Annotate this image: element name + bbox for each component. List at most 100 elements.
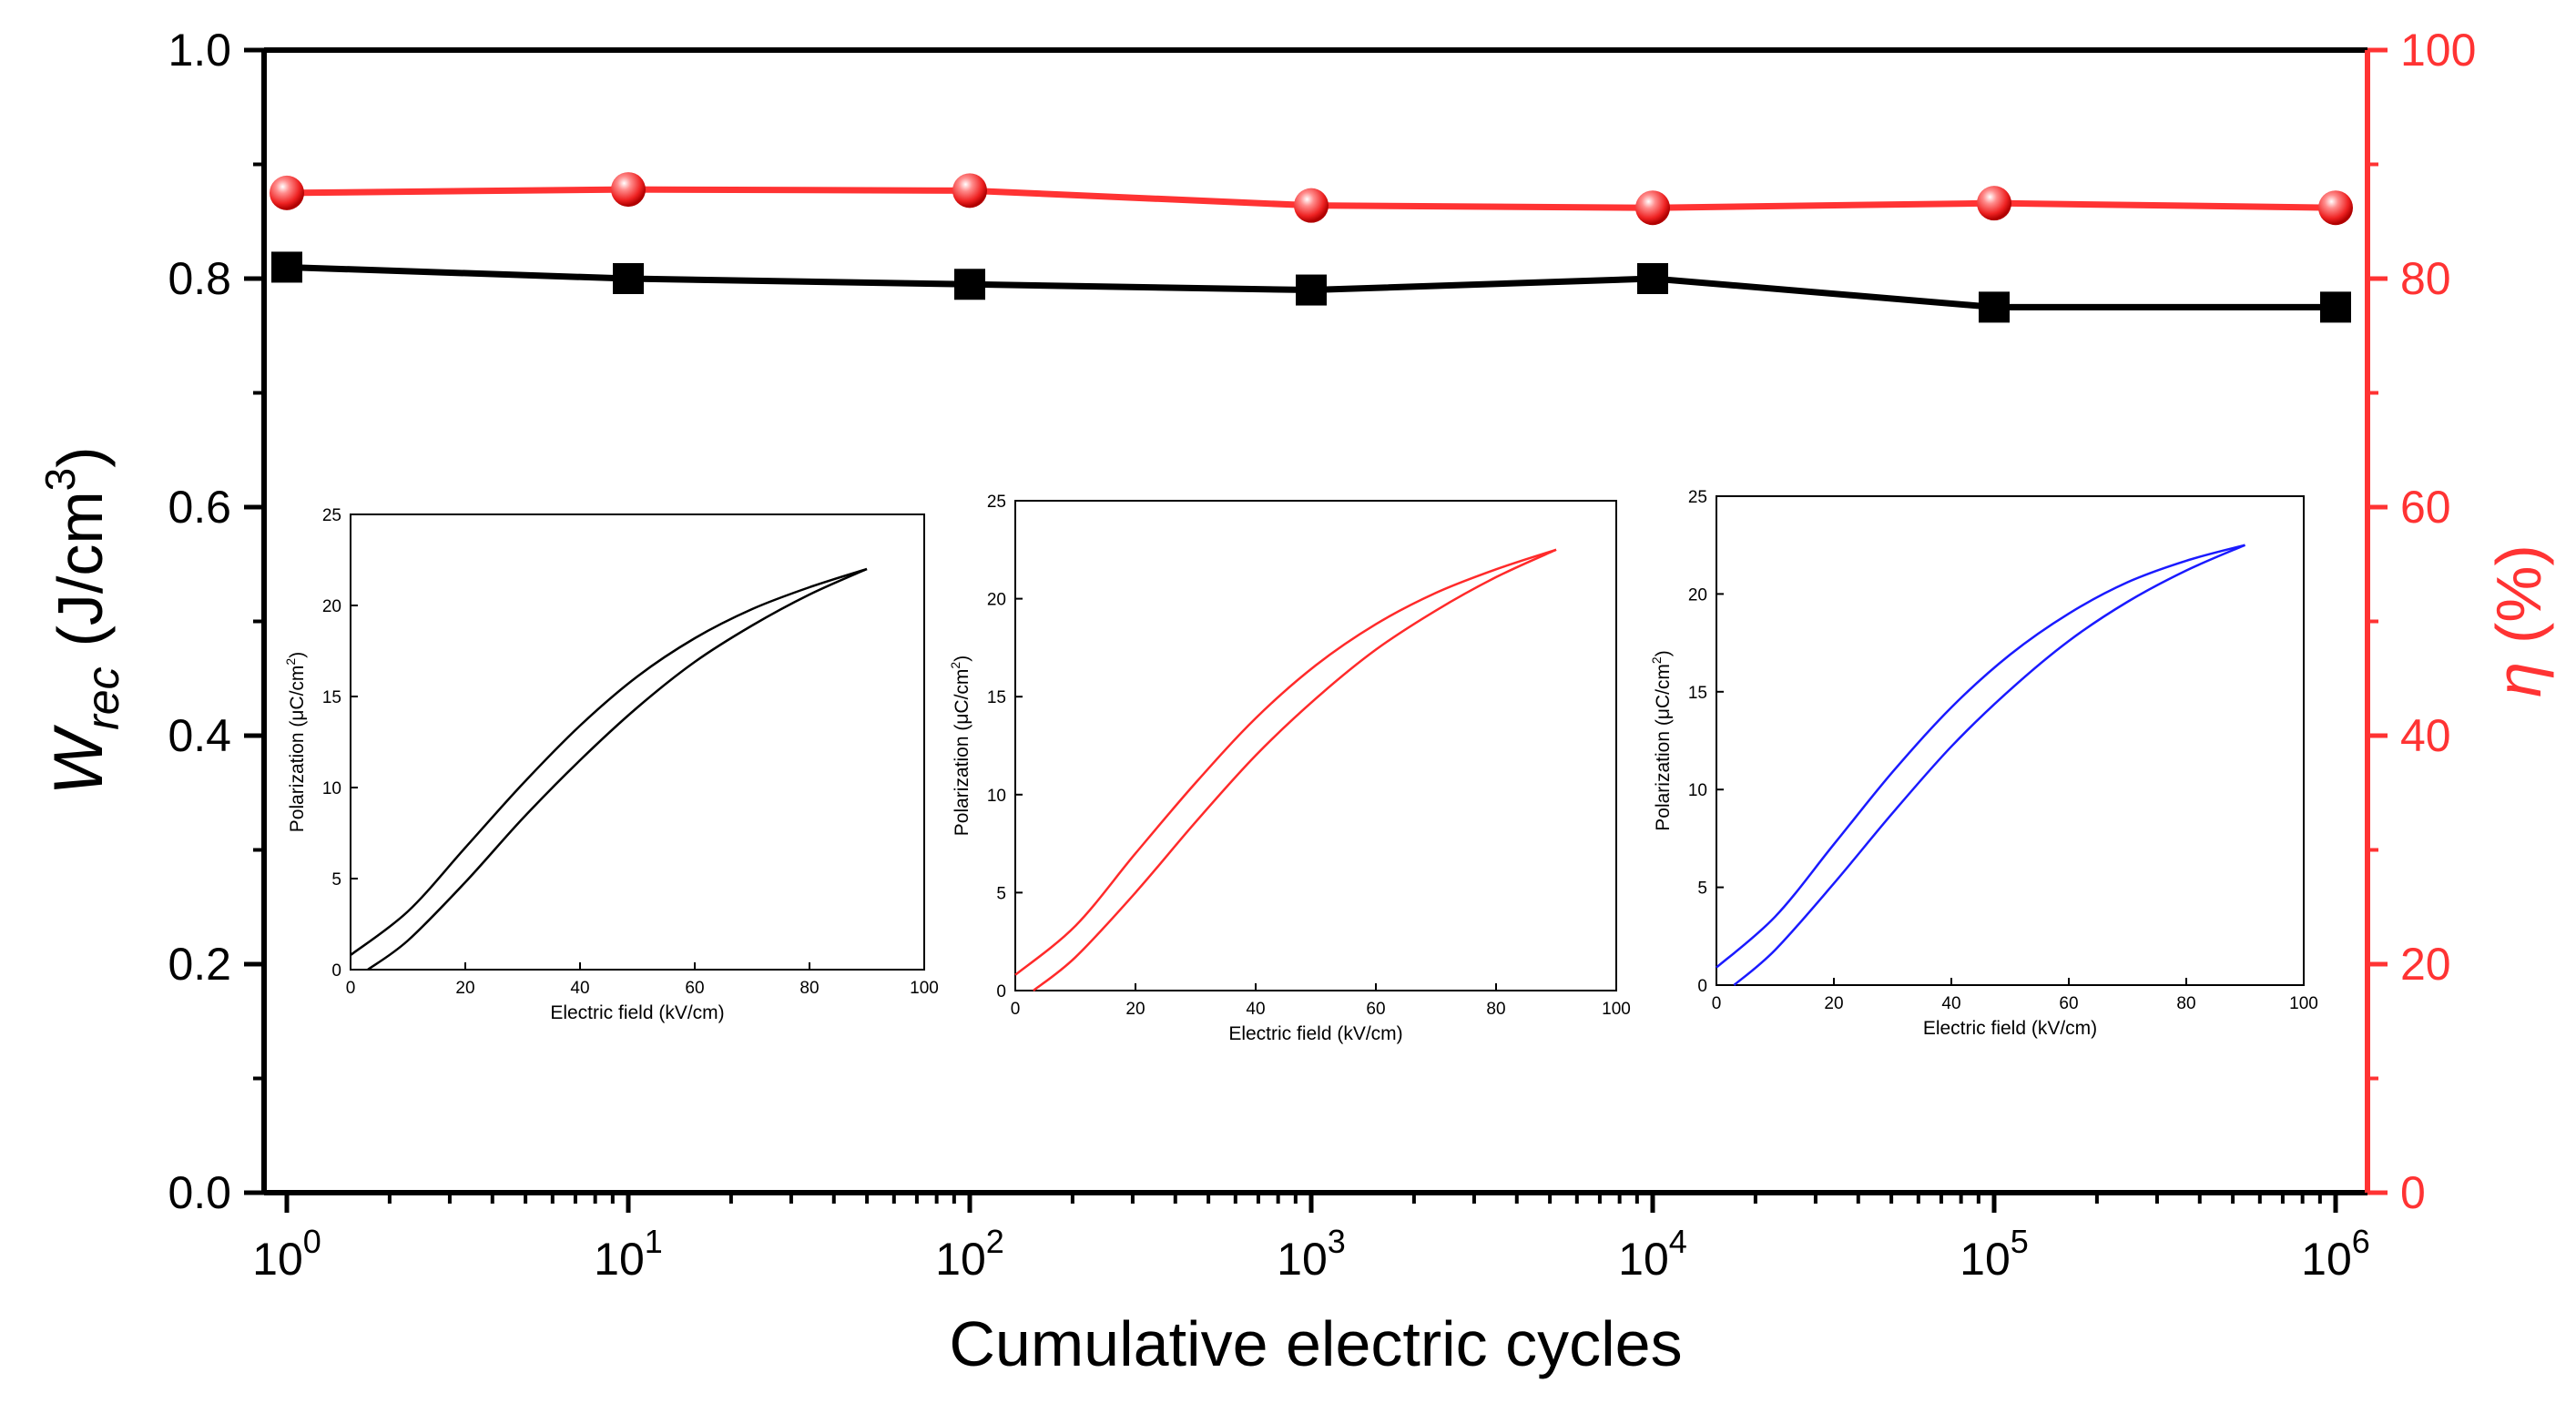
inset-y-tick-label: 20 xyxy=(1688,585,1707,605)
inset-y-tick-label: 0 xyxy=(996,982,1006,1001)
inset-x-tick-label: 20 xyxy=(1125,1000,1145,1019)
inset-x-tick-label: 20 xyxy=(1824,994,1843,1013)
x-tick-label: 104 xyxy=(1618,1223,1687,1285)
inset-y-tick-label: 15 xyxy=(1688,684,1707,703)
x-tick-label: 103 xyxy=(1277,1223,1346,1285)
inset-frame xyxy=(350,513,925,971)
eta-point xyxy=(270,175,304,210)
eta-point xyxy=(611,172,646,208)
inset-y-tick-label: 0 xyxy=(1697,977,1707,996)
inset-x-tick-label: 100 xyxy=(1602,1000,1631,1019)
inset-y-tick-label: 20 xyxy=(987,591,1006,610)
inset-y-tick-label: 10 xyxy=(987,787,1006,806)
wrec-point xyxy=(2320,291,2351,323)
inset-x-tick-label: 0 xyxy=(1712,994,1722,1013)
inset-x-tick-label: 80 xyxy=(799,979,819,998)
inset-frame xyxy=(1014,500,1617,991)
inset-x-tick-label: 80 xyxy=(1486,1000,1505,1019)
inset-x-tick-label: 40 xyxy=(570,979,589,998)
eta-point xyxy=(2318,190,2353,226)
inset-y-tick-label: 10 xyxy=(1688,781,1707,800)
x-tick-label: 105 xyxy=(1960,1223,2029,1285)
inset-x-tick-label: 0 xyxy=(346,979,356,998)
inset-x-axis-title: Electric field (kV/cm) xyxy=(1923,1018,2097,1039)
left-tick-label: 0.8 xyxy=(168,253,231,304)
left-tick-label: 0.6 xyxy=(168,482,231,533)
right-tick-label: 60 xyxy=(2400,482,2451,533)
inset-loop-ascending xyxy=(1033,548,1557,991)
right-tick-label: 80 xyxy=(2400,253,2451,304)
wrec-point xyxy=(613,263,644,294)
x-tick-label: 102 xyxy=(935,1223,1004,1285)
main-series xyxy=(270,172,2353,323)
x-axis-title: Cumulative electric cycles xyxy=(949,1308,1682,1379)
wrec-point xyxy=(954,269,985,300)
x-tick-label: 106 xyxy=(2301,1223,2370,1285)
inset-y-tick-label: 15 xyxy=(322,688,341,707)
inset-y-tick-label: 0 xyxy=(331,961,341,981)
left-axis-title-sup: 3 xyxy=(36,468,84,492)
inset-loop-descending xyxy=(1716,544,2245,969)
inset-y-tick-label: 25 xyxy=(1688,488,1707,507)
eta-point xyxy=(1977,186,2011,221)
right-tick-label: 20 xyxy=(2400,939,2451,990)
x-tick-label: 101 xyxy=(594,1223,663,1285)
x-tick-label: 100 xyxy=(252,1223,321,1285)
inset-chart-2: 0 20 40 60 80 100 0 5 10 15 20 25 Electric field (kV… xyxy=(948,493,1631,1044)
wrec-point xyxy=(271,251,302,283)
inset-y-tick-label: 25 xyxy=(987,493,1006,512)
inset-x-axis-title: Electric field (kV/cm) xyxy=(1228,1023,1402,1044)
inset-x-tick-label: 40 xyxy=(1246,1000,1265,1019)
inset-y-tick-label: 5 xyxy=(331,870,341,890)
eta-point xyxy=(952,173,987,208)
inset-y-tick-label: 25 xyxy=(322,506,341,525)
left-axis-title-unit: (J/cm xyxy=(45,491,116,646)
wrec-point xyxy=(1979,291,2010,323)
inset-x-tick-label: 20 xyxy=(455,979,474,998)
right-axis-title-unit: (%) xyxy=(2483,544,2554,644)
inset-y-tick-label: 15 xyxy=(987,688,1006,707)
right-axis-title: η (%) xyxy=(2483,544,2554,697)
inset-x-tick-label: 0 xyxy=(1011,1000,1021,1019)
inset-y-tick-label: 5 xyxy=(996,884,1006,903)
left-axis-title-close: ) xyxy=(45,446,116,467)
left-tick-label: 0.0 xyxy=(168,1167,231,1218)
eta-point xyxy=(1635,190,1670,226)
inset-y-tick-label: 5 xyxy=(1697,879,1707,899)
left-tick-label: 1.0 xyxy=(168,25,231,76)
eta-point xyxy=(1294,188,1329,223)
inset-y-tick-label: 20 xyxy=(322,597,341,616)
inset-x-tick-label: 60 xyxy=(685,979,704,998)
inset-y-axis-title: Polarization (μC/cm2) xyxy=(1649,650,1674,830)
inset-y-axis-title: Polarization (μC/cm2) xyxy=(283,652,308,832)
inset-x-tick-label: 60 xyxy=(2059,994,2078,1013)
inset-loop-descending xyxy=(1014,548,1557,976)
inset-x-tick-label: 100 xyxy=(2289,994,2318,1013)
left-axis-title-symbol: W xyxy=(40,725,117,796)
inset-x-tick-label: 80 xyxy=(2176,994,2195,1013)
inset-y-axis-title: Polarization (μC/cm2) xyxy=(948,656,972,836)
inset-x-tick-label: 100 xyxy=(910,979,939,998)
inset-loop-ascending xyxy=(1733,544,2245,986)
left-axis-title-subscript: rec xyxy=(77,666,128,729)
right-axis-title-symbol: η xyxy=(2483,662,2554,697)
inset-y-tick-label: 10 xyxy=(322,779,341,798)
right-tick-label: 0 xyxy=(2400,1167,2426,1218)
inset-chart-1: 0 20 40 60 80 100 0 5 10 15 20 25 Electric field (kV… xyxy=(283,506,939,1023)
right-tick-label: 40 xyxy=(2400,710,2451,761)
left-tick-label: 0.2 xyxy=(168,939,231,990)
inset-frame xyxy=(1716,495,2305,986)
inset-chart-3: 0 20 40 60 80 100 0 5 10 15 20 25 Electric field (kV… xyxy=(1649,488,2318,1039)
left-tick-label: 0.4 xyxy=(168,710,231,761)
wrec-point xyxy=(1637,263,1668,294)
inset-x-tick-label: 40 xyxy=(1941,994,1960,1013)
inset-loop-ascending xyxy=(367,567,868,971)
inset-loop-descending xyxy=(350,567,868,956)
wrec-point xyxy=(1296,274,1327,306)
inset-x-tick-label: 60 xyxy=(1366,1000,1385,1019)
right-tick-label: 100 xyxy=(2400,25,2476,76)
left-axis-title: Wrec (J/cm3) xyxy=(36,446,128,795)
inset-x-axis-title: Electric field (kV/cm) xyxy=(550,1002,724,1023)
